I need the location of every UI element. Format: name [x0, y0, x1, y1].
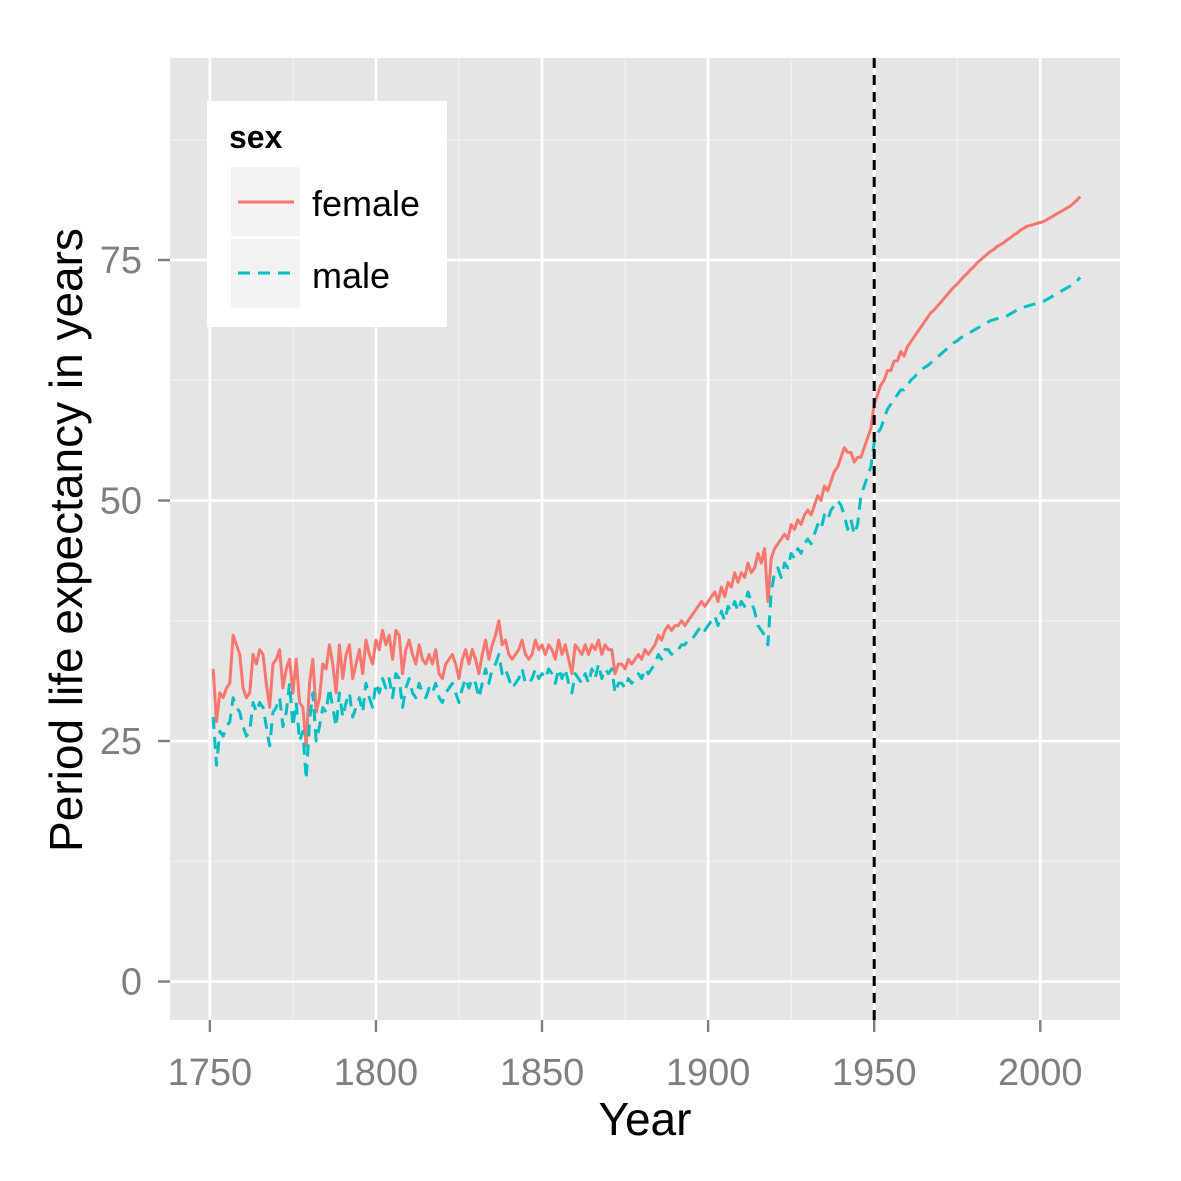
y-tick-label: 0	[121, 962, 142, 1004]
y-tick-label: 50	[100, 481, 142, 523]
y-axis: 0 25 50 75	[100, 240, 170, 1004]
x-tick-label: 1950	[832, 1052, 917, 1094]
x-axis-title: Year	[599, 1093, 692, 1145]
legend-label-male: male	[312, 255, 390, 296]
x-axis: 1750 1800 1850 1900 1950 2000	[168, 1020, 1083, 1094]
x-tick-label: 1800	[334, 1052, 419, 1094]
legend-title: sex	[229, 119, 283, 155]
x-tick-label: 1750	[168, 1052, 253, 1094]
legend: sex female male	[207, 101, 447, 327]
x-tick-label: 1850	[500, 1052, 585, 1094]
x-tick-label: 2000	[998, 1052, 1083, 1094]
y-tick-label: 25	[100, 721, 142, 763]
y-axis-title: Period life expectancy in years	[40, 228, 92, 852]
y-tick-label: 75	[100, 240, 142, 282]
x-tick-label: 1900	[666, 1052, 751, 1094]
legend-label-female: female	[312, 183, 420, 224]
